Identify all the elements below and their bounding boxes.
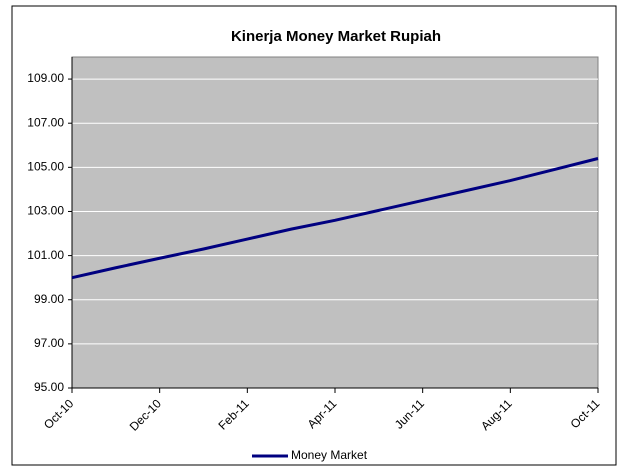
- line-series: [71, 157, 599, 280]
- y-tick-label: 103.00: [27, 204, 64, 218]
- y-tick-label: 95.00: [34, 380, 64, 394]
- plot-area: [71, 56, 599, 389]
- y-tick-label: 109.00: [27, 71, 64, 85]
- legend-label: Money Market: [291, 448, 368, 462]
- y-tick-label: 105.00: [27, 160, 64, 174]
- chart-title: Kinerja Money Market Rupiah: [231, 28, 441, 45]
- y-tick-label: 99.00: [34, 292, 64, 306]
- y-tick-label: 97.00: [34, 336, 64, 350]
- y-tick-label: 107.00: [27, 115, 64, 129]
- y-tick-label: 101.00: [27, 248, 64, 262]
